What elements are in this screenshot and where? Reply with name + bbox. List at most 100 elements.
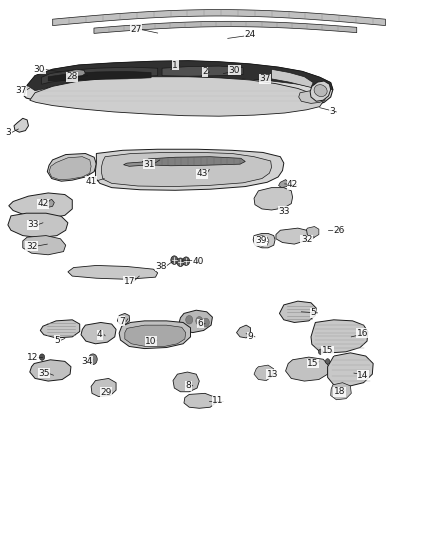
Polygon shape	[254, 365, 274, 381]
Polygon shape	[286, 357, 328, 381]
Circle shape	[325, 359, 330, 364]
Polygon shape	[117, 313, 130, 324]
Text: 33: 33	[27, 221, 39, 229]
Polygon shape	[279, 180, 289, 188]
Text: 41: 41	[85, 177, 97, 185]
Polygon shape	[184, 393, 215, 408]
Polygon shape	[124, 161, 149, 166]
Polygon shape	[331, 383, 351, 400]
Polygon shape	[328, 353, 373, 386]
Polygon shape	[276, 228, 307, 244]
Polygon shape	[42, 67, 158, 84]
Circle shape	[183, 257, 190, 265]
Text: 5: 5	[54, 336, 60, 344]
Circle shape	[202, 318, 209, 327]
Polygon shape	[23, 236, 66, 255]
Polygon shape	[253, 233, 275, 248]
Text: 33: 33	[278, 207, 290, 215]
Polygon shape	[311, 320, 368, 353]
Circle shape	[171, 256, 178, 264]
Text: 15: 15	[307, 359, 319, 368]
Polygon shape	[91, 378, 116, 397]
Polygon shape	[46, 199, 54, 207]
Polygon shape	[254, 188, 293, 210]
Circle shape	[318, 349, 323, 354]
Polygon shape	[299, 90, 325, 103]
Polygon shape	[162, 66, 243, 76]
Polygon shape	[179, 310, 212, 333]
Text: 32: 32	[26, 242, 37, 251]
Polygon shape	[94, 21, 357, 34]
Text: 27: 27	[130, 25, 141, 34]
Text: 42: 42	[287, 181, 298, 189]
Text: 10: 10	[145, 337, 157, 345]
Text: 40: 40	[192, 257, 204, 265]
Text: 5: 5	[310, 309, 316, 317]
Polygon shape	[24, 61, 333, 114]
Text: 32: 32	[301, 236, 312, 244]
Polygon shape	[173, 372, 199, 392]
Polygon shape	[27, 61, 333, 91]
Text: 30: 30	[229, 66, 240, 75]
Text: 35: 35	[38, 369, 49, 377]
Text: 3: 3	[5, 128, 11, 136]
Text: 39: 39	[255, 237, 266, 245]
Text: 7: 7	[119, 317, 125, 326]
Polygon shape	[125, 325, 186, 346]
Polygon shape	[8, 213, 68, 238]
Polygon shape	[53, 10, 385, 26]
Circle shape	[177, 258, 184, 266]
Text: 38: 38	[155, 262, 167, 271]
Text: 43: 43	[197, 169, 208, 178]
Text: 8: 8	[185, 382, 191, 390]
Text: 24: 24	[244, 30, 255, 39]
Polygon shape	[310, 81, 331, 101]
Text: 42: 42	[37, 199, 49, 208]
Polygon shape	[279, 301, 316, 322]
Text: 37: 37	[15, 86, 27, 95]
Text: 34: 34	[81, 357, 92, 366]
Text: 14: 14	[357, 371, 368, 379]
Text: 31: 31	[143, 160, 155, 168]
Text: 37: 37	[259, 75, 271, 83]
Text: 13: 13	[267, 370, 278, 378]
Polygon shape	[142, 157, 245, 166]
Text: 3: 3	[329, 108, 335, 116]
Polygon shape	[256, 236, 269, 246]
Polygon shape	[47, 154, 96, 181]
Polygon shape	[119, 321, 191, 349]
Polygon shape	[68, 265, 158, 279]
Polygon shape	[237, 325, 251, 338]
Text: 1: 1	[172, 61, 178, 69]
Circle shape	[186, 316, 193, 324]
Polygon shape	[81, 322, 116, 344]
Polygon shape	[102, 152, 272, 187]
Circle shape	[39, 354, 45, 360]
Polygon shape	[30, 360, 71, 381]
Text: 15: 15	[322, 346, 333, 355]
Ellipse shape	[314, 85, 327, 96]
Polygon shape	[30, 77, 323, 116]
Text: 2: 2	[202, 68, 208, 76]
Polygon shape	[9, 193, 72, 219]
Polygon shape	[40, 320, 80, 338]
Text: 26: 26	[334, 226, 345, 235]
Polygon shape	[67, 69, 85, 77]
Text: 16: 16	[357, 329, 368, 337]
Text: 30: 30	[34, 65, 45, 74]
Text: 17: 17	[124, 277, 135, 286]
Text: 11: 11	[212, 397, 224, 405]
Polygon shape	[95, 149, 284, 190]
Text: 4: 4	[97, 330, 102, 339]
Text: 29: 29	[100, 388, 112, 397]
Polygon shape	[49, 157, 91, 180]
Text: 18: 18	[334, 387, 345, 396]
Polygon shape	[305, 227, 319, 237]
Text: 6: 6	[198, 319, 204, 328]
Circle shape	[88, 354, 97, 365]
Circle shape	[196, 317, 203, 325]
Text: 12: 12	[27, 353, 39, 361]
Polygon shape	[48, 71, 151, 81]
Text: 28: 28	[67, 72, 78, 81]
Text: 9: 9	[247, 333, 254, 341]
